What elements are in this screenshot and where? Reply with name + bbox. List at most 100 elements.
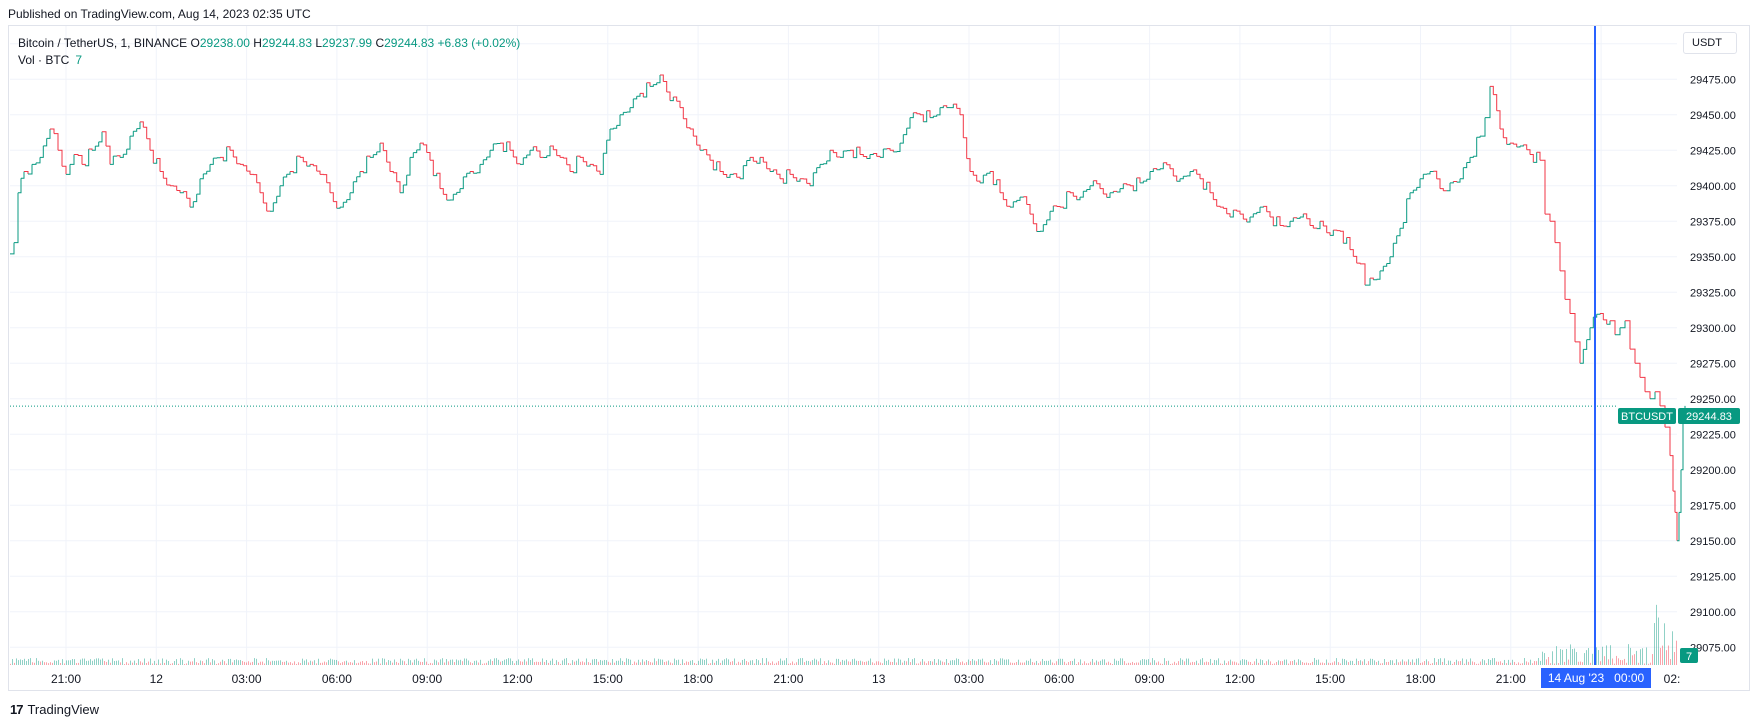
- volume-bar: [704, 659, 705, 665]
- price-segment: [82, 163, 86, 166]
- volume-bar: [858, 661, 859, 665]
- volume-bar: [810, 661, 811, 665]
- volume-bar: [1314, 658, 1315, 665]
- price-segment: [1570, 313, 1576, 342]
- price-segment: [563, 157, 568, 165]
- volume-bar: [730, 661, 731, 665]
- volume-bar: [610, 662, 611, 665]
- volume-bar: [412, 662, 413, 665]
- volume-bar: [116, 660, 117, 665]
- volume-bar: [1674, 651, 1675, 665]
- volume-bar: [1654, 623, 1655, 665]
- volume-bar: [1330, 663, 1331, 665]
- price-segment: [1056, 206, 1061, 208]
- volume-bar: [938, 659, 939, 665]
- volume-bar: [1254, 661, 1255, 665]
- volume-bar: [1568, 659, 1569, 665]
- volume-bar: [818, 661, 819, 665]
- price-segment: [723, 174, 728, 178]
- volume-bar: [1182, 659, 1183, 665]
- volume-bar: [1408, 659, 1409, 665]
- volume-bar: [1550, 663, 1551, 665]
- price-segment: [633, 96, 638, 100]
- price-segment: [1216, 205, 1221, 208]
- price-segment: [613, 125, 618, 129]
- volume-bar: [1308, 663, 1309, 665]
- price-segment: [1470, 156, 1474, 158]
- price-segment: [130, 131, 134, 137]
- price-segment: [1590, 317, 1594, 329]
- price-segment: [333, 201, 338, 209]
- volume-bar: [690, 660, 691, 665]
- price-axis[interactable]: 29500.0029475.0029450.0029425.0029400.00…: [1690, 39, 1736, 655]
- y-tick-label: 29350.00: [1690, 252, 1736, 264]
- volume-bar: [1530, 659, 1531, 665]
- price-segment: [316, 170, 321, 175]
- volume-bar: [1236, 662, 1237, 665]
- price-segment: [666, 91, 671, 101]
- volume-bar: [272, 660, 273, 665]
- volume-bar: [772, 661, 773, 665]
- price-segment: [1550, 220, 1556, 243]
- volume-bar: [1012, 662, 1013, 665]
- volume-bar: [838, 658, 839, 665]
- price-segment: [536, 150, 541, 158]
- volume-bar: [94, 659, 95, 665]
- volume-bar: [1376, 662, 1377, 665]
- price-segment: [1246, 217, 1251, 223]
- price-segment: [683, 118, 688, 128]
- volume-bar: [1362, 661, 1363, 665]
- y-tick-label: 29075.00: [1690, 642, 1736, 654]
- volume-bar: [456, 659, 457, 665]
- volume-bar: [390, 660, 391, 665]
- volume-bar: [1206, 661, 1207, 665]
- price-segment: [1340, 230, 1344, 244]
- volume-bar: [1184, 661, 1185, 665]
- volume-label[interactable]: Vol · BTC: [18, 53, 70, 67]
- volume-bar: [372, 658, 373, 665]
- volume-bar: [136, 663, 137, 665]
- price-segment: [526, 150, 531, 156]
- volume-bar: [1608, 659, 1609, 665]
- volume-bar: [968, 659, 969, 665]
- price-segment: [1403, 198, 1408, 223]
- volume-bar: [706, 658, 707, 665]
- price-segment: [303, 161, 308, 167]
- tradingview-logo[interactable]: 17 TradingView: [10, 702, 99, 717]
- volume-bar: [1058, 658, 1059, 665]
- volume-bar: [620, 658, 621, 665]
- volume-bar: [1434, 658, 1435, 665]
- volume-bar: [1510, 662, 1511, 665]
- price-segment: [1003, 199, 1008, 207]
- price-segment: [706, 154, 711, 161]
- volume-bar: [48, 663, 49, 665]
- volume-bar: [792, 661, 793, 665]
- volume-bar: [1292, 661, 1293, 665]
- volume-bar: [1234, 661, 1235, 665]
- volume-bar: [888, 659, 889, 665]
- price-segment: [263, 202, 268, 212]
- volume-bar: [142, 662, 143, 665]
- volume-bar: [1580, 661, 1581, 665]
- volume-bar: [154, 660, 155, 665]
- chart-pane[interactable]: [8, 25, 1750, 691]
- volume-bar: [1576, 652, 1577, 665]
- price-segment: [1356, 262, 1361, 264]
- price-segment: [763, 161, 768, 169]
- price-segment: [423, 144, 428, 153]
- volume-bar: [774, 663, 775, 665]
- time-axis[interactable]: 21:00 12 03:00 06:00 09:00 12:00 15:00 18:00 21:…: [51, 672, 1680, 686]
- volume-bar: [1146, 659, 1147, 665]
- price-segment: [1466, 157, 1471, 163]
- x-tick-label: 21:00: [1496, 672, 1526, 686]
- volume-bar: [630, 659, 631, 665]
- volume-bar: [940, 660, 941, 665]
- volume-value: 7: [75, 53, 83, 67]
- price-segment: [413, 149, 418, 154]
- volume-bar: [120, 662, 121, 665]
- volume-bar: [298, 662, 299, 665]
- symbol-title[interactable]: Bitcoin / TetherUS, 1, BINANCE: [18, 36, 188, 50]
- price-segment: [766, 168, 771, 172]
- currency-button[interactable]: USDT: [1683, 32, 1737, 54]
